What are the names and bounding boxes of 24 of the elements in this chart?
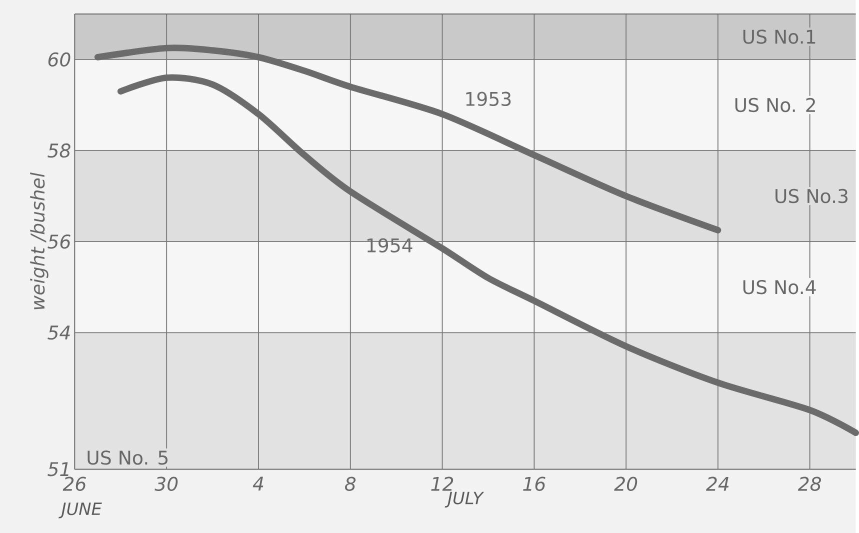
y-tick-label: 56 <box>48 234 70 249</box>
series-label: 1953 <box>466 92 511 106</box>
y-axis-title: weight /bushel <box>30 172 48 310</box>
y-tick-label: 58 <box>48 143 70 158</box>
band-label: US No.3 <box>776 188 848 204</box>
text: JUNE <box>58 502 102 518</box>
x-tick-label: 28 <box>798 476 822 491</box>
x-tick-label: 8 <box>345 476 356 491</box>
y-tick-label: 60 <box>48 52 70 67</box>
x-tick-label: 12 <box>431 476 454 491</box>
series-label: 1954 <box>367 238 412 253</box>
x-tick-label: 16 <box>523 476 546 491</box>
x-tick-label: 24 <box>706 476 729 491</box>
band-label: US No.1 <box>743 30 816 44</box>
x-tick-label: 20 <box>614 476 638 491</box>
x-tick-label: 26 <box>62 476 86 491</box>
band-label: US No. 5 <box>88 450 168 465</box>
band-label: US No.4 <box>743 280 816 294</box>
y-tick-label: 51 <box>48 462 68 476</box>
band-label: US No. 2 <box>735 98 815 112</box>
x-tick-label: 30 <box>154 476 178 491</box>
x-axis-title: JULY <box>444 492 484 508</box>
y-tick-label: 54 <box>48 326 70 340</box>
x-tick-label: 4 <box>252 476 264 490</box>
